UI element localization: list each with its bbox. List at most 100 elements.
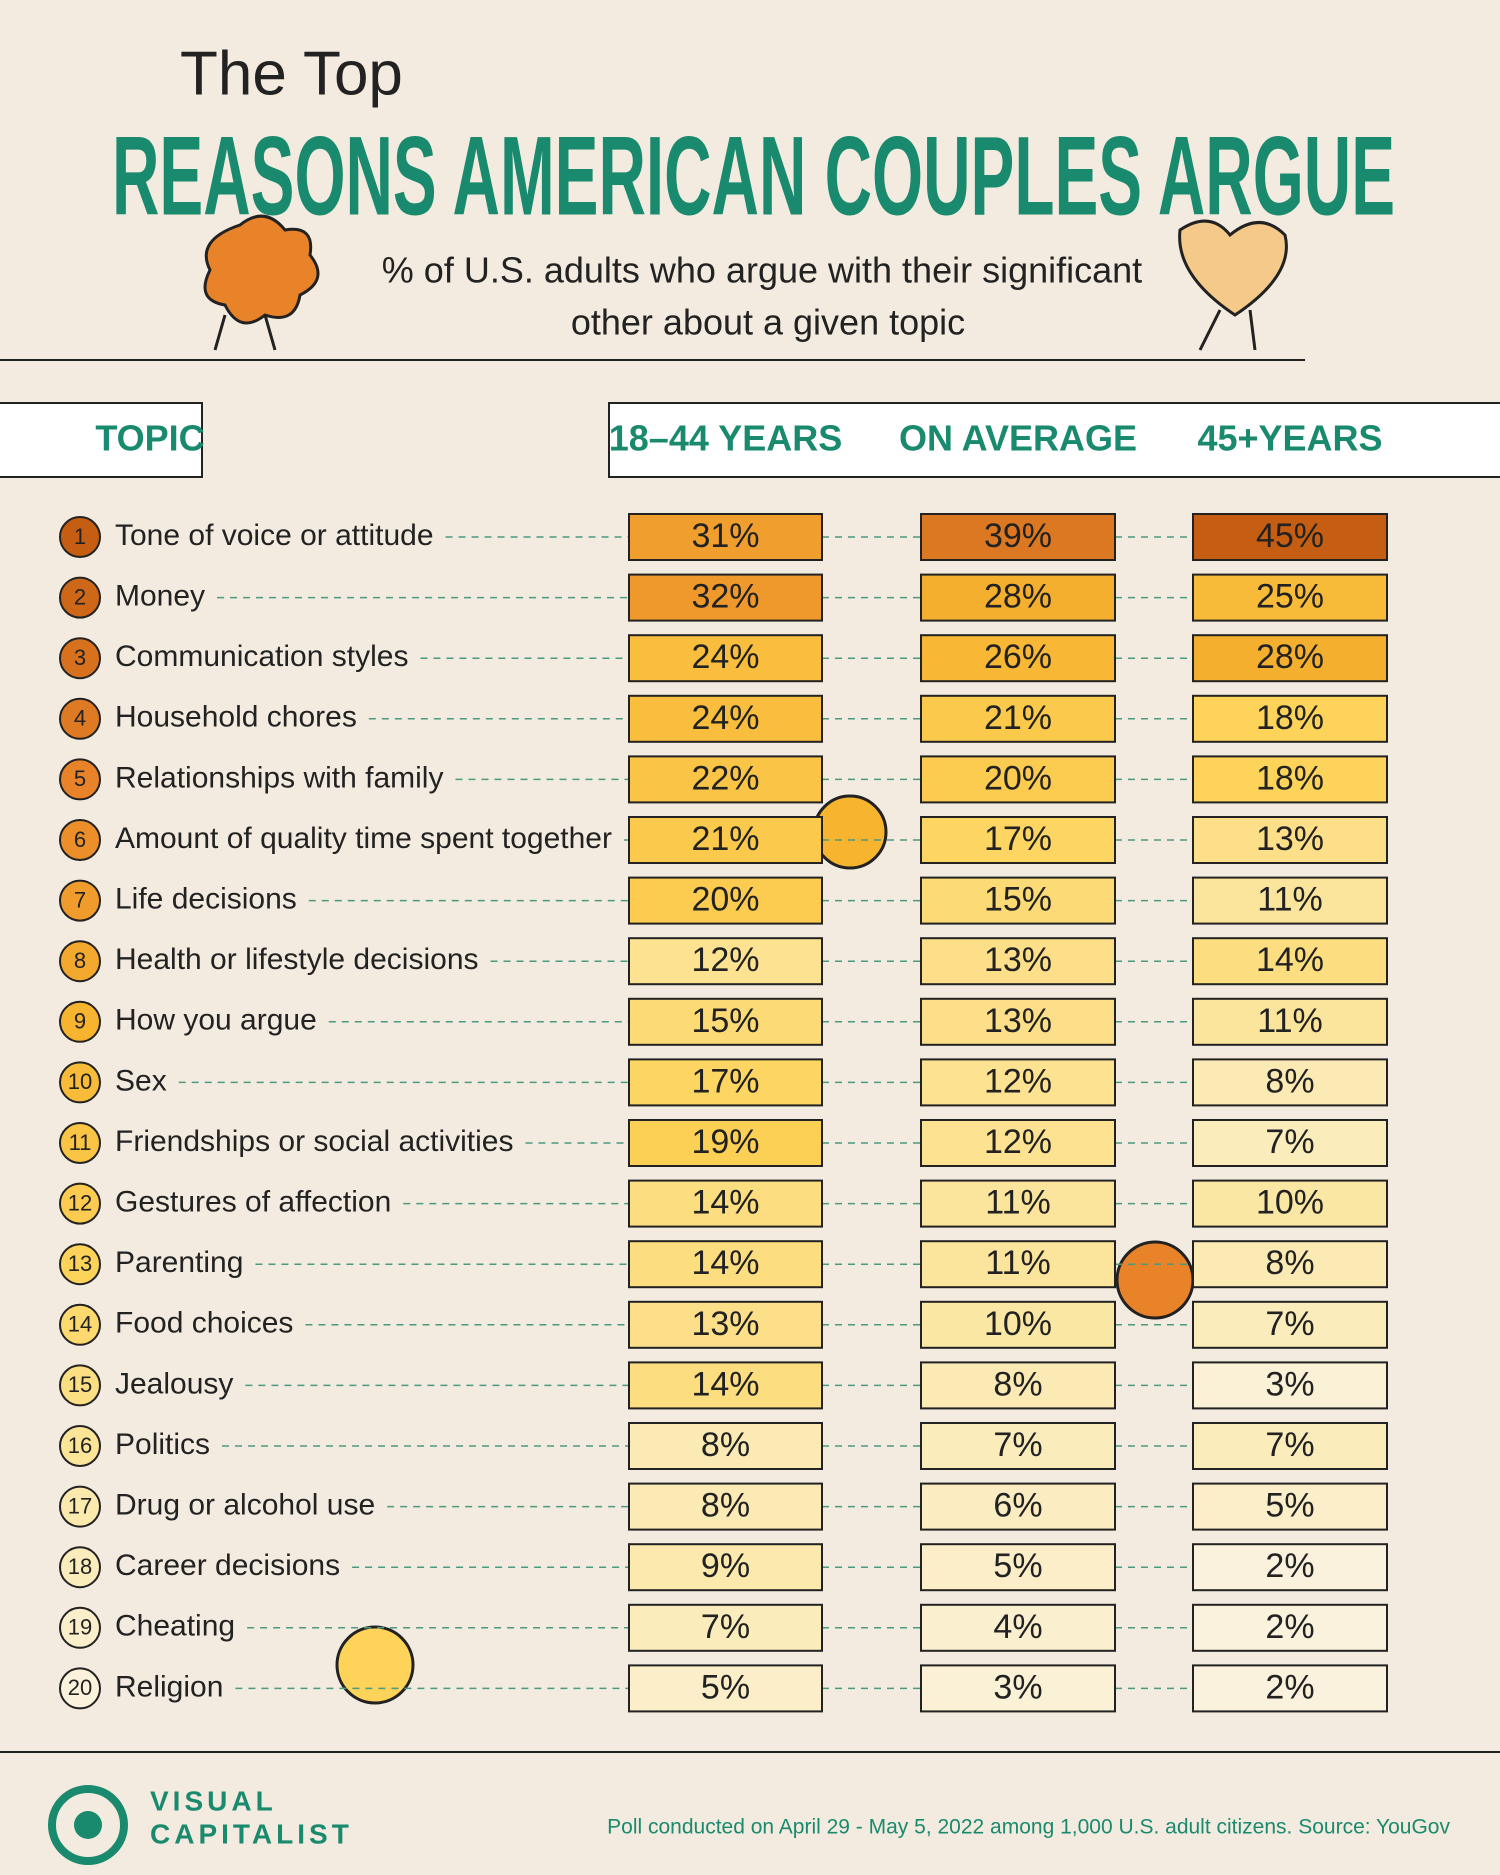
topic-label: Gestures of affection — [115, 1186, 391, 1219]
cell-label: 11% — [985, 1244, 1051, 1282]
heat-cell — [628, 755, 823, 804]
heat-cell — [920, 876, 1116, 925]
rank-badge — [59, 879, 101, 922]
cell-label: 15% — [984, 881, 1052, 919]
cell-label: 10% — [984, 1305, 1052, 1343]
cell-label: 7% — [1265, 1123, 1314, 1161]
rank-badge — [59, 1425, 101, 1467]
heat-cell — [628, 694, 823, 743]
title: REASONS AMERICAN COUPLES ARGUE — [112, 114, 1395, 239]
topic-label: Food choices — [115, 1307, 293, 1340]
heat-cell — [1192, 1603, 1388, 1652]
cell-label: 8% — [1265, 1244, 1314, 1282]
mascot — [1178, 219, 1288, 351]
cell-label: 32% — [691, 578, 759, 616]
column-header: 18–44 YEARS — [609, 418, 843, 459]
rank: 16 — [68, 1433, 92, 1458]
rank-badge — [59, 819, 101, 861]
topic-label: Household chores — [115, 701, 357, 734]
heat-cell — [920, 1179, 1116, 1228]
rank: 19 — [68, 1615, 92, 1640]
cell-label: 21% — [691, 820, 759, 858]
cell-label: 3% — [993, 1668, 1042, 1706]
cell-label: 11% — [1257, 1002, 1323, 1040]
heat-cell — [628, 573, 823, 622]
header-box — [0, 402, 203, 478]
cell-label: 7% — [993, 1426, 1042, 1464]
cell-label: 28% — [1256, 638, 1324, 676]
heat-cell — [920, 937, 1116, 986]
cell-label: 21% — [984, 699, 1052, 737]
heat-cell — [628, 1240, 823, 1289]
cell-label: 26% — [984, 638, 1052, 676]
cell-label: 28% — [984, 578, 1052, 616]
rank: 5 — [74, 766, 86, 791]
cell-label: 11% — [985, 1184, 1051, 1222]
heat-cell — [920, 1482, 1116, 1531]
cell-label: 6% — [993, 1487, 1042, 1525]
heat-cell — [1192, 1058, 1388, 1107]
rank-badge — [59, 576, 101, 619]
rank: 12 — [68, 1190, 92, 1215]
heat-cell — [628, 513, 823, 561]
rank-badge — [59, 758, 101, 801]
heat-cell — [1192, 1664, 1388, 1713]
cell-label: 20% — [984, 759, 1052, 797]
category-header: TOPIC — [95, 418, 204, 459]
pretitle: The Top — [180, 39, 403, 108]
heat-cell — [1192, 513, 1388, 561]
rank: 3 — [74, 645, 86, 670]
heat-cell — [628, 634, 823, 683]
cell-label: 14% — [691, 1184, 759, 1222]
cell-label: 17% — [691, 1062, 759, 1100]
heat-cell — [628, 997, 823, 1046]
source: Poll conducted on April 29 - May 5, 2022… — [607, 1816, 1450, 1839]
topic-label: Life decisions — [115, 883, 297, 916]
heat-cell — [1192, 1361, 1388, 1410]
heat-cell — [628, 1058, 823, 1107]
rank-badge — [59, 637, 101, 680]
heat-cell — [920, 634, 1116, 683]
cell-label: 9% — [701, 1547, 750, 1585]
topic-label: Parenting — [115, 1246, 243, 1279]
logo — [48, 1785, 128, 1865]
topic-label: How you argue — [115, 1004, 317, 1037]
topic-label: Amount of quality time spent together — [115, 822, 612, 855]
rank-badge — [59, 1485, 101, 1528]
cell-label: 45% — [1256, 517, 1324, 555]
cell-label: 2% — [1265, 1668, 1314, 1706]
rank-badge — [59, 1546, 101, 1589]
heat-cell — [920, 694, 1116, 743]
brand: VISUAL — [150, 1785, 277, 1816]
rank: 9 — [74, 1009, 86, 1034]
cell-label: 7% — [1265, 1426, 1314, 1464]
topic-label: Tone of voice or attitude — [115, 519, 434, 552]
heat-cell — [920, 1422, 1116, 1470]
cell-label: 14% — [691, 1365, 759, 1403]
cell-label: 13% — [691, 1305, 759, 1343]
cell-label: 24% — [691, 638, 759, 676]
heat-cell — [628, 816, 823, 864]
cell-label: 20% — [691, 881, 759, 919]
header-box — [608, 402, 1500, 478]
cell-label: 8% — [993, 1365, 1042, 1403]
rank-badge — [59, 1303, 101, 1346]
heat-cell — [1192, 1482, 1388, 1531]
cell-label: 25% — [1256, 578, 1324, 616]
cell-label: 8% — [701, 1426, 750, 1464]
rank-badge — [59, 1364, 101, 1407]
topic-label: Career decisions — [115, 1549, 340, 1582]
heat-cell — [920, 1603, 1116, 1652]
heat-cell — [1192, 1119, 1388, 1167]
cell-label: 13% — [984, 941, 1052, 979]
heat-cell — [628, 1664, 823, 1713]
rank-badge — [59, 1243, 101, 1286]
heat-cell — [920, 816, 1116, 864]
mascot — [203, 214, 320, 351]
cell-label: 12% — [984, 1123, 1052, 1161]
topic-label: Sex — [115, 1064, 167, 1097]
heat-cell — [628, 1179, 823, 1228]
cell-label: 15% — [691, 1002, 759, 1040]
heat-cell — [920, 573, 1116, 622]
heat-cell — [920, 513, 1116, 561]
